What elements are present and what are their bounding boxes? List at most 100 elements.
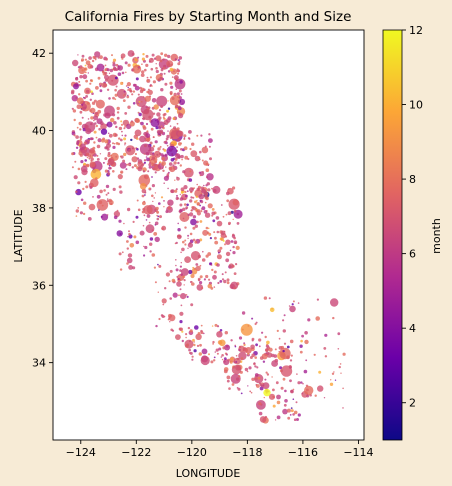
fire-point <box>254 377 258 381</box>
fire-point <box>172 117 176 120</box>
fire-point <box>224 331 228 335</box>
fire-point <box>75 190 78 193</box>
fire-point <box>205 162 209 166</box>
fire-point <box>296 373 298 375</box>
colorbar-tick-label: 2 <box>409 397 416 410</box>
fire-point <box>188 178 193 182</box>
fire-point <box>258 338 262 342</box>
fire-point <box>260 384 263 387</box>
fire-point <box>306 388 309 392</box>
fire-point <box>197 277 201 281</box>
fire-point <box>121 251 124 254</box>
fire-point <box>190 196 193 199</box>
fire-point <box>265 371 268 374</box>
fire-point <box>103 189 106 192</box>
fire-point <box>89 107 96 114</box>
fire-point <box>292 300 295 303</box>
fire-point <box>109 68 114 73</box>
fire-point <box>83 201 87 205</box>
fire-point <box>151 184 155 188</box>
fire-point <box>189 212 194 217</box>
fire-point <box>219 280 223 283</box>
fire-point <box>93 141 96 144</box>
fire-point <box>230 240 234 243</box>
fire-point <box>330 298 339 307</box>
fire-point <box>200 134 203 137</box>
fire-point <box>196 134 199 137</box>
fire-point <box>99 55 103 59</box>
fire-point <box>188 138 191 140</box>
fire-point <box>334 379 337 381</box>
fire-point <box>138 100 141 103</box>
fire-point <box>166 144 169 147</box>
fire-point <box>273 396 275 399</box>
fire-point <box>172 70 175 73</box>
fire-point <box>283 403 287 407</box>
x-tick-label: −118 <box>232 446 262 459</box>
y-axis: 34 36 38 40 42 <box>32 47 53 370</box>
fire-point <box>265 348 269 352</box>
fire-point <box>145 156 148 158</box>
y-tick-label: 42 <box>32 47 46 60</box>
fire-point <box>232 245 235 249</box>
fire-point <box>143 174 149 180</box>
fire-point <box>142 125 146 129</box>
fire-point <box>101 82 107 88</box>
fire-point <box>258 382 262 385</box>
fire-point <box>268 347 273 352</box>
fire-point <box>89 82 92 85</box>
fire-point <box>87 72 90 74</box>
fire-point <box>200 331 204 335</box>
fire-point <box>202 229 209 236</box>
fire-point <box>176 234 182 240</box>
fire-point <box>95 177 98 180</box>
fire-point <box>148 187 151 189</box>
fire-point <box>174 189 178 193</box>
fire-point <box>81 58 85 62</box>
fire-point <box>175 259 177 261</box>
fire-point <box>238 348 241 352</box>
fire-point <box>114 133 118 137</box>
fire-point <box>167 206 172 210</box>
fire-point <box>123 90 126 93</box>
fire-point <box>112 170 115 173</box>
fire-point <box>105 193 108 196</box>
fire-point <box>192 226 196 230</box>
fire-point <box>227 211 232 216</box>
fire-point <box>255 343 258 347</box>
fire-point <box>179 211 182 214</box>
fire-point <box>115 85 118 88</box>
fire-point <box>148 163 152 167</box>
colorbar <box>382 29 403 441</box>
fire-point <box>168 314 176 322</box>
fire-point <box>158 109 162 112</box>
fire-point <box>106 88 110 92</box>
fire-point <box>245 347 252 354</box>
fire-point <box>194 325 199 330</box>
fire-point <box>331 372 335 375</box>
fire-point <box>190 251 201 261</box>
fire-point <box>232 186 236 190</box>
fire-point <box>79 75 83 79</box>
fire-point <box>180 154 184 159</box>
fire-point <box>158 126 162 130</box>
fire-point <box>165 272 170 277</box>
fire-point <box>114 98 117 101</box>
fire-point <box>79 110 83 114</box>
fire-point <box>224 235 228 238</box>
fire-point <box>274 358 279 363</box>
fire-point <box>123 222 125 225</box>
fire-point <box>201 146 209 154</box>
fire-point <box>196 199 198 202</box>
colorbar-tick-label: 10 <box>409 99 423 112</box>
fire-point <box>256 384 260 388</box>
fire-point <box>187 326 191 330</box>
fire-point <box>155 69 159 74</box>
fire-point <box>158 202 161 205</box>
fire-point <box>207 227 210 230</box>
fire-point <box>87 139 91 142</box>
fire-point <box>282 349 285 353</box>
fire-point <box>342 407 344 409</box>
fire-point <box>195 263 199 266</box>
fire-point <box>238 375 241 378</box>
